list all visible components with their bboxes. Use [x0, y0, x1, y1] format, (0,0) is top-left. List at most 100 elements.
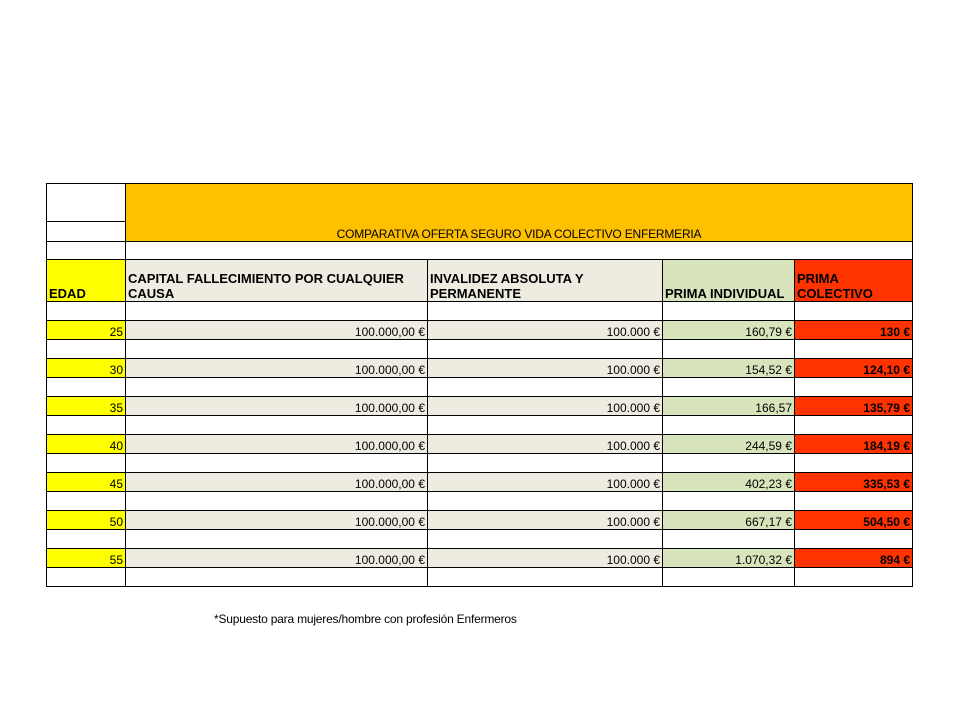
empty-cell — [662, 529, 795, 549]
empty-cell — [46, 377, 126, 397]
empty-cell — [125, 567, 428, 587]
cell-capital: 100.000,00 € — [125, 548, 428, 568]
cell-capital: 100.000,00 € — [125, 472, 428, 492]
header-prima-colectivo: PRIMA COLECTIVO — [794, 259, 913, 302]
cell-prima-colectivo: 184,19 € — [794, 434, 913, 454]
separator-row — [46, 415, 913, 435]
title-row-top: COMPARATIVA OFERTA SEGURO VIDA COLECTIVO… — [46, 183, 913, 242]
cell-prima-colectivo: 894 € — [794, 548, 913, 568]
footnote: *Supuesto para mujeres/hombre con profes… — [214, 612, 517, 626]
empty-cell — [662, 453, 795, 473]
empty-cell — [427, 377, 663, 397]
table-row: 30 100.000,00 €100.000 €154,52 €124,10 € — [46, 358, 913, 378]
empty-cell — [46, 567, 126, 587]
empty-cell — [46, 301, 126, 321]
empty-cell — [662, 301, 795, 321]
empty-cell — [125, 529, 428, 549]
cell-prima-individual: 402,23 € — [662, 472, 795, 492]
cell-invalidez: 100.000 € — [427, 434, 663, 454]
cell-prima-individual: 1.070,32 € — [662, 548, 795, 568]
empty-cell — [46, 529, 126, 549]
cell-prima-individual: 154,52 € — [662, 358, 795, 378]
empty-cell — [794, 453, 913, 473]
header-edad: EDAD — [46, 259, 126, 302]
separator-row — [46, 301, 913, 321]
header-row: EDAD CAPITAL FALLECIMIENTO POR CUALQUIER… — [46, 259, 913, 302]
empty-cell — [46, 415, 126, 435]
empty-cell — [794, 301, 913, 321]
table-row: 40 100.000,00 €100.000 €244,59 €184,19 € — [46, 434, 913, 454]
empty-cell — [46, 453, 126, 473]
separator-row — [46, 453, 913, 473]
separator-row — [46, 339, 913, 359]
empty-cell — [125, 377, 428, 397]
cell-invalidez: 100.000 € — [427, 358, 663, 378]
table-title: COMPARATIVA OFERTA SEGURO VIDA COLECTIVO… — [125, 183, 913, 242]
cell-edad: 55 — [46, 548, 126, 568]
cell-capital: 100.000,00 € — [125, 434, 428, 454]
empty-cell — [125, 491, 428, 511]
cell-invalidez: 100.000 € — [427, 472, 663, 492]
cell-prima-colectivo: 130 € — [794, 320, 913, 340]
cell-prima-individual: 166,57 — [662, 396, 795, 416]
spacer-row — [46, 241, 913, 260]
table-body: COMPARATIVA OFERTA SEGURO VIDA COLECTIVO… — [46, 183, 913, 587]
empty-cell — [794, 529, 913, 549]
cell-prima-colectivo: 335,53 € — [794, 472, 913, 492]
empty-cell — [662, 415, 795, 435]
separator-row — [46, 529, 913, 549]
empty-cell — [427, 529, 663, 549]
empty-cell — [427, 567, 663, 587]
cell-prima-individual: 244,59 € — [662, 434, 795, 454]
cell-prima-individual: 667,17 € — [662, 510, 795, 530]
separator-row — [46, 491, 913, 511]
empty-cell — [662, 377, 795, 397]
empty-cell — [427, 453, 663, 473]
corner-cell — [46, 183, 126, 222]
cell-invalidez: 100.000 € — [427, 396, 663, 416]
cell-prima-colectivo: 135,79 € — [794, 396, 913, 416]
empty-cell — [125, 415, 428, 435]
table-row: 35 100.000,00 €100.000 €166,57 135,79 € — [46, 396, 913, 416]
empty-cell — [794, 567, 913, 587]
empty-cell — [427, 491, 663, 511]
empty-cell — [794, 491, 913, 511]
header-invalidez: INVALIDEZ ABSOLUTA Y PERMANENTE — [427, 259, 663, 302]
cell-capital: 100.000,00 € — [125, 396, 428, 416]
empty-cell — [125, 453, 428, 473]
cell-invalidez: 100.000 € — [427, 510, 663, 530]
cell-capital: 100.000,00 € — [125, 358, 428, 378]
cell-prima-individual: 160,79 € — [662, 320, 795, 340]
cell-edad: 40 — [46, 434, 126, 454]
header-prima-individual: PRIMA INDIVIDUAL — [662, 259, 795, 302]
empty-cell — [125, 339, 428, 359]
empty-cell — [794, 415, 913, 435]
empty-cell — [794, 377, 913, 397]
cell-edad: 30 — [46, 358, 126, 378]
cell-edad: 50 — [46, 510, 126, 530]
cell-prima-colectivo: 504,50 € — [794, 510, 913, 530]
table-row: 45 100.000,00 €100.000 €402,23 €335,53 € — [46, 472, 913, 492]
corner-cell-lower — [46, 221, 126, 242]
header-capital: CAPITAL FALLECIMIENTO POR CUALQUIER CAUS… — [125, 259, 428, 302]
empty-cell — [662, 491, 795, 511]
cell-edad: 35 — [46, 396, 126, 416]
empty-cell — [46, 339, 126, 359]
separator-row — [46, 377, 913, 397]
empty-cell — [427, 339, 663, 359]
cell-invalidez: 100.000 € — [427, 548, 663, 568]
title-row-bottom — [46, 221, 913, 242]
separator-row — [46, 567, 913, 587]
table-row: 50 100.000,00 €100.000 €667,17 €504,50 € — [46, 510, 913, 530]
empty-cell — [662, 567, 795, 587]
cell-prima-colectivo: 124,10 € — [794, 358, 913, 378]
table-row: 55 100.000,00 €100.000 €1.070,32 €894 € — [46, 548, 913, 568]
premium-comparison-table: COMPARATIVA OFERTA SEGURO VIDA COLECTIVO… — [46, 183, 913, 587]
cell-capital: 100.000,00 € — [125, 320, 428, 340]
cell-capital: 100.000,00 € — [125, 510, 428, 530]
empty-cell — [427, 301, 663, 321]
empty-cell — [125, 301, 428, 321]
table-row: 25 100.000,00 €100.000 €160,79 €130 € — [46, 320, 913, 340]
cell-edad: 25 — [46, 320, 126, 340]
cell-edad: 45 — [46, 472, 126, 492]
